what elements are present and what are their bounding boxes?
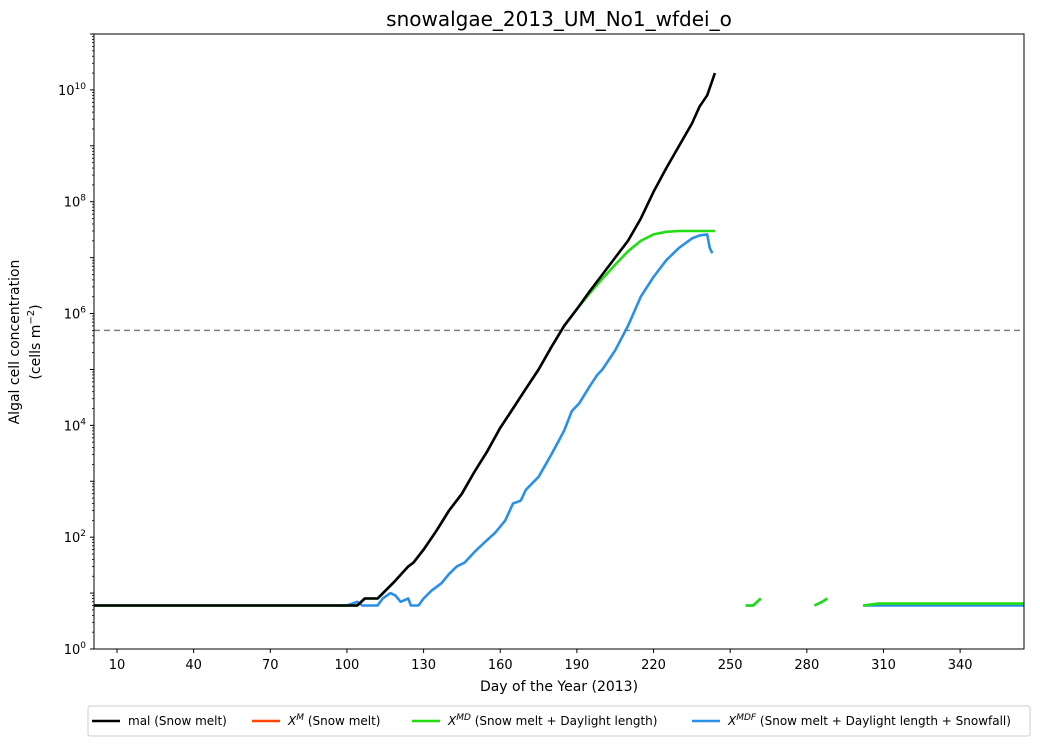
x-tick-label: 130 bbox=[411, 658, 436, 673]
y-axis: 100 102 104 106 108 1010 bbox=[58, 33, 94, 658]
x-tick-label: 10 bbox=[109, 658, 126, 673]
series-line-3-segment-0 bbox=[94, 233, 714, 607]
x-tick-label: 70 bbox=[262, 658, 279, 673]
legend-label-0: mal (Snow melt) bbox=[128, 714, 227, 728]
legend-frame bbox=[87, 705, 1031, 737]
x-tick-label: 160 bbox=[488, 658, 513, 673]
legend-label-2: XMD (Snow melt + Daylight length) bbox=[447, 713, 657, 728]
y-axis-label-line1: Algal cell concentration bbox=[7, 260, 23, 425]
x-tick-label: 280 bbox=[794, 658, 819, 673]
y-axis-label-units: (cells m−2) bbox=[26, 304, 44, 379]
x-tick-label: 190 bbox=[564, 658, 589, 673]
series-line-2-segment-2 bbox=[813, 597, 829, 607]
y-axis-label-units-suffix: ) bbox=[28, 304, 44, 309]
chart-title: snowalgae_2013_UM_No1_wfdei_o bbox=[386, 7, 732, 31]
x-axis-label: Day of the Year (2013) bbox=[480, 679, 638, 695]
y-tick-label: 102 bbox=[64, 529, 86, 546]
y-tick-label: 108 bbox=[64, 194, 87, 211]
series-line-2-segment-1 bbox=[745, 597, 762, 607]
y-axis-label-units-sup: −2 bbox=[26, 310, 37, 325]
series-line-2-segment-0 bbox=[94, 229, 715, 607]
x-tick-label: 100 bbox=[335, 658, 360, 673]
plot-frame bbox=[93, 33, 1025, 650]
y-tick-label: 106 bbox=[64, 306, 87, 323]
x-tick-label: 340 bbox=[948, 658, 973, 673]
y-tick-label: 1010 bbox=[58, 82, 86, 99]
plot-area bbox=[94, 72, 1024, 607]
legend-label-3: XMDF (Snow melt + Daylight length + Snow… bbox=[727, 713, 1011, 728]
y-axis-label: Algal cell concentration bbox=[7, 260, 23, 425]
x-tick-label: 310 bbox=[871, 658, 896, 673]
x-tick-label: 40 bbox=[185, 658, 202, 673]
y-tick-label: 104 bbox=[64, 417, 87, 434]
series-line-0-segment-0 bbox=[94, 72, 717, 607]
series-line-2-segment-3 bbox=[862, 602, 1024, 607]
x-tick-label: 250 bbox=[718, 658, 743, 673]
x-axis: 10 40 70 100 130 160 190 220 250 280 310 340 bbox=[109, 649, 973, 673]
y-tick-label: 100 bbox=[64, 641, 87, 658]
x-tick-label: 220 bbox=[641, 658, 666, 673]
y-axis-label-units-prefix: (cells m bbox=[28, 325, 44, 380]
legend-label-1: XM (Snow melt) bbox=[287, 713, 380, 728]
legend: mal (Snow melt) XM (Snow melt) XMD (Snow m… bbox=[87, 705, 1031, 737]
